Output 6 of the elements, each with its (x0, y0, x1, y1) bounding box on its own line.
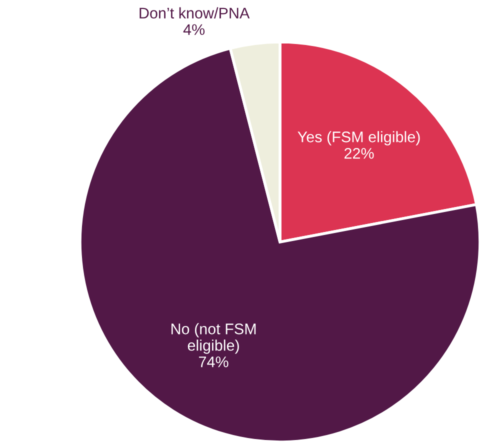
data-label: 4% (183, 24, 205, 35)
data-label: 74% (199, 356, 228, 368)
slice-label: Yes (FSM eligible) (298, 131, 420, 146)
data-label: 22% (344, 148, 374, 159)
slice-label: No (not FSM eligible) (172, 323, 256, 354)
slice-label: Don’t know/PNA (140, 7, 250, 19)
